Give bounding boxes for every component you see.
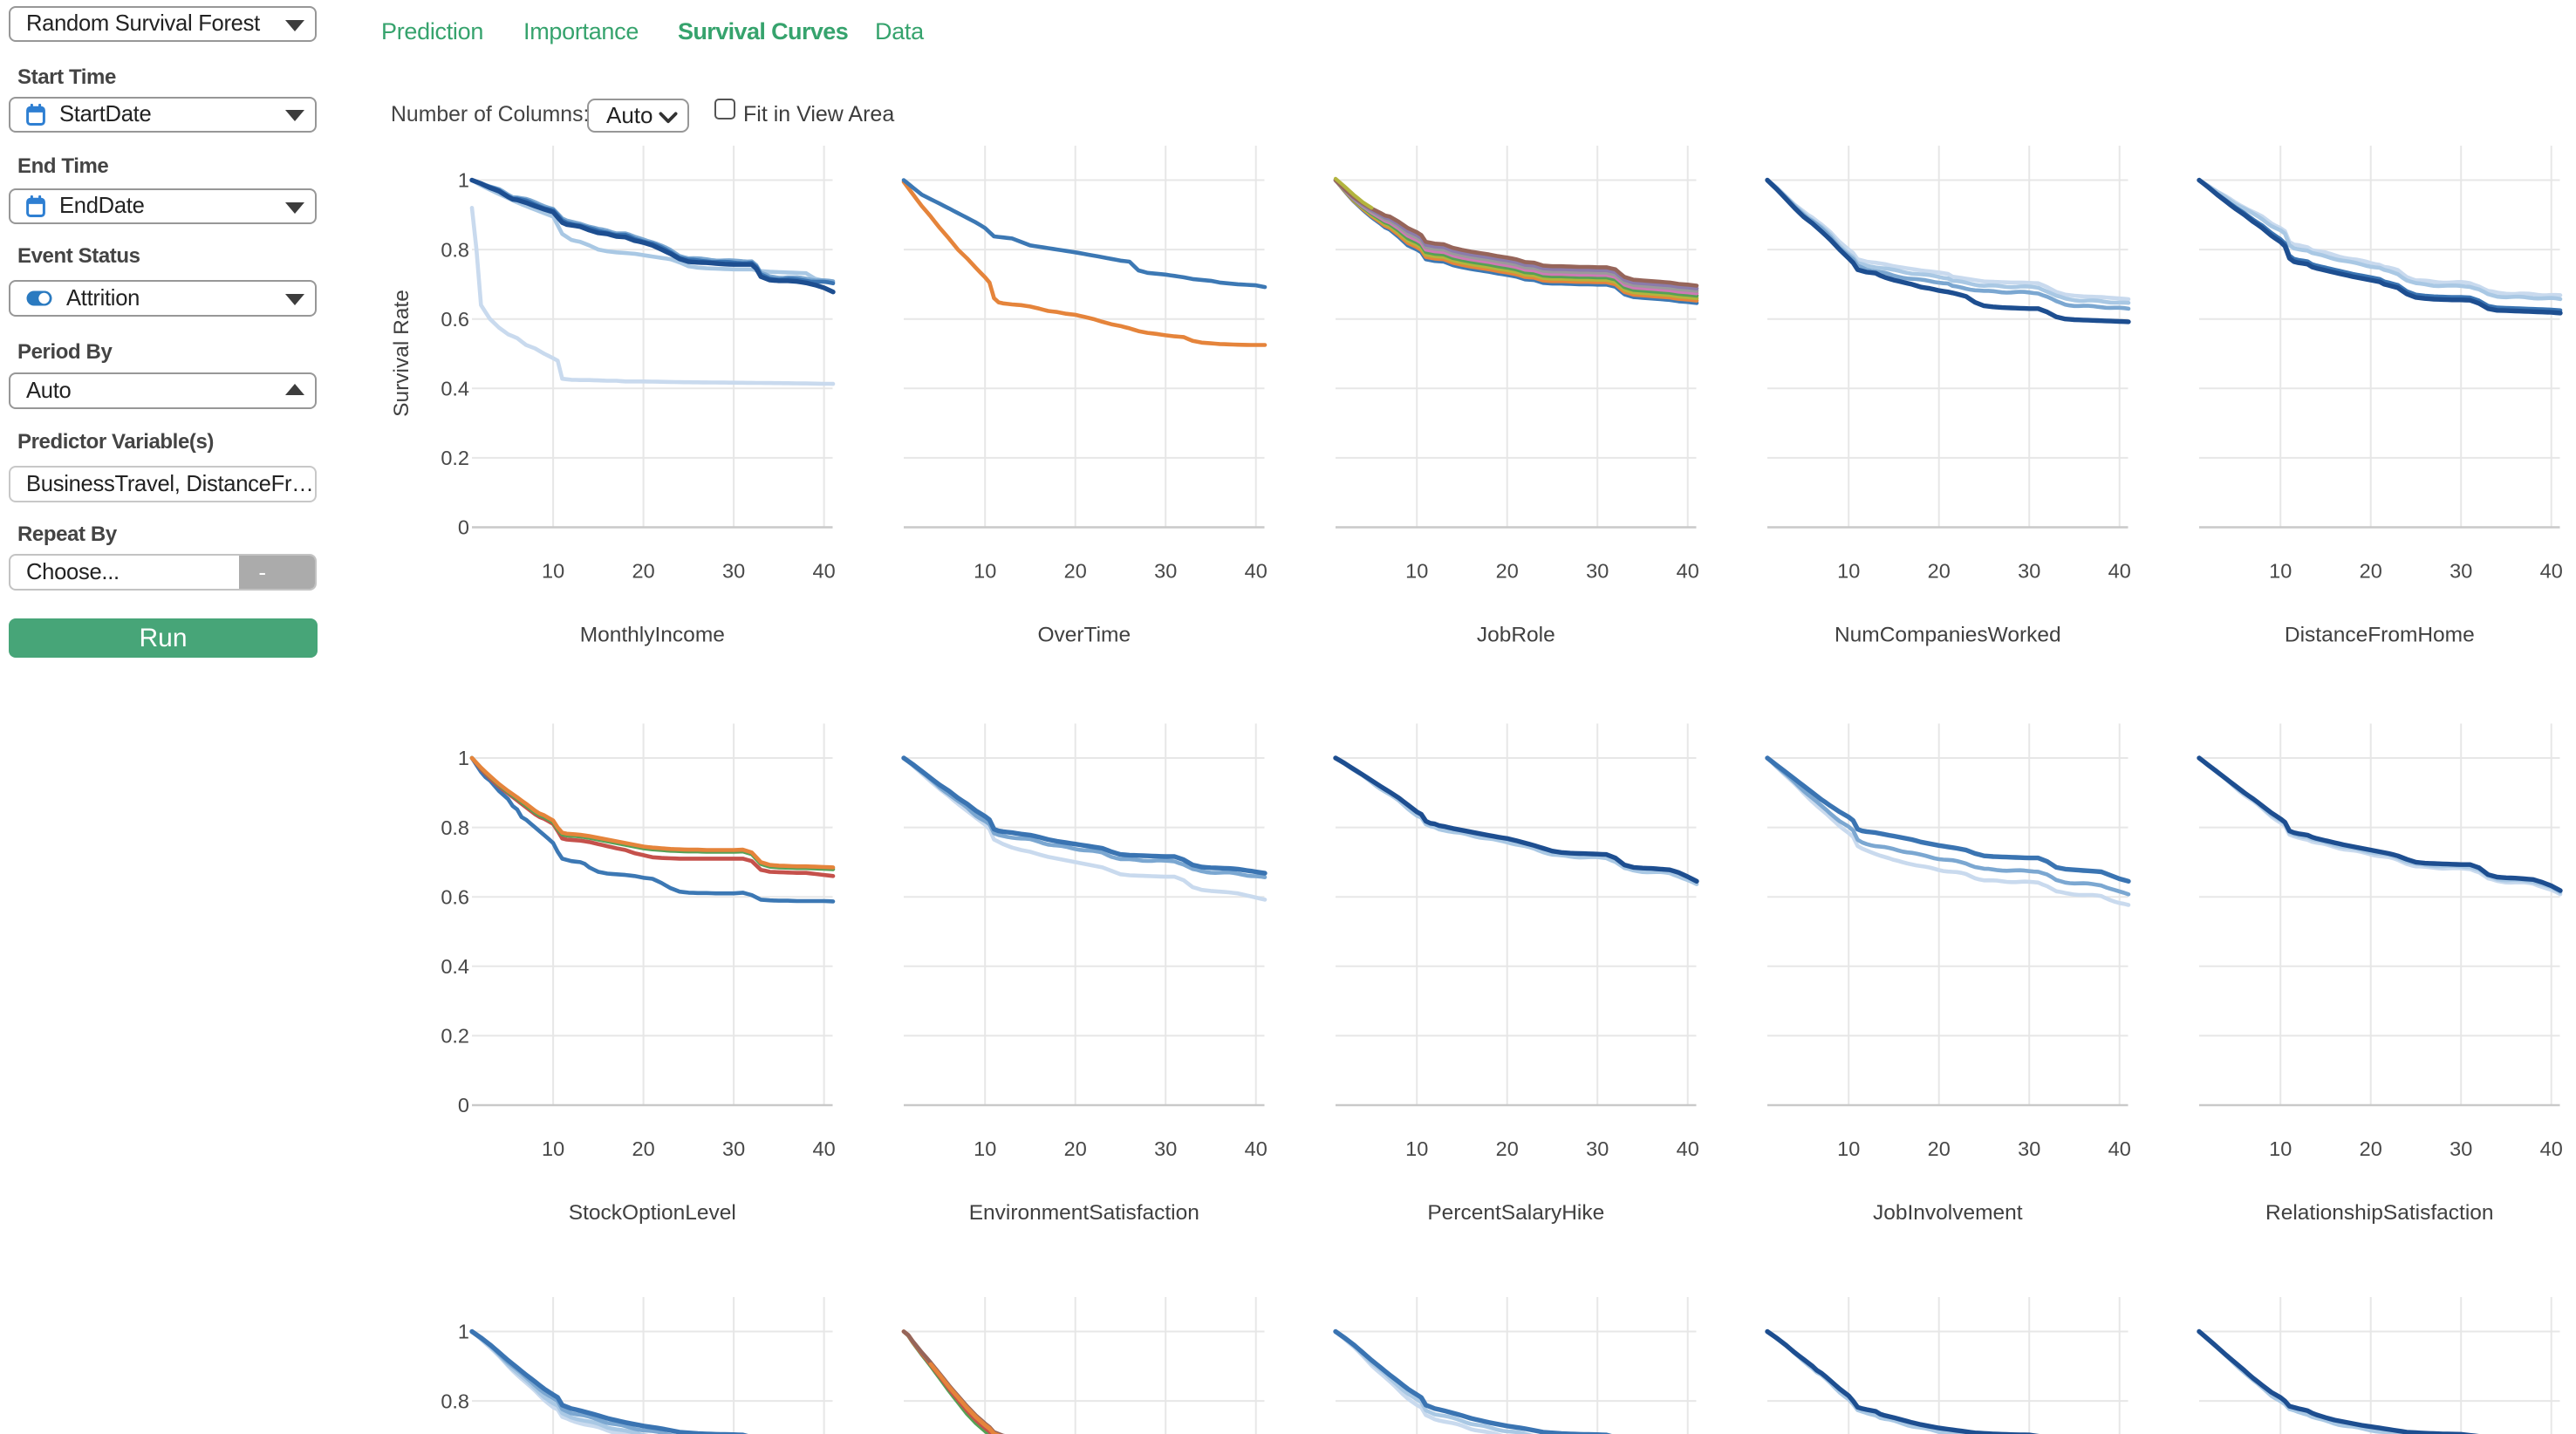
svg-text:20: 20 (632, 560, 655, 583)
svg-text:MonthlyIncome: MonthlyIncome (580, 624, 725, 647)
svg-text:30: 30 (2018, 1137, 2040, 1160)
svg-text:10: 10 (974, 560, 996, 583)
svg-text:1: 1 (458, 1321, 469, 1343)
svg-text:NumCompaniesWorked: NumCompaniesWorked (1835, 624, 2061, 647)
svg-text:0.8: 0.8 (441, 1390, 469, 1412)
svg-text:10: 10 (1405, 560, 1428, 583)
svg-text:0.2: 0.2 (441, 447, 469, 469)
svg-text:40: 40 (2540, 1137, 2563, 1160)
svg-text:JobRole: JobRole (1477, 624, 1555, 647)
svg-text:20: 20 (1496, 560, 1519, 583)
svg-text:10: 10 (1837, 1137, 1860, 1160)
svg-text:0.8: 0.8 (441, 238, 469, 261)
svg-text:40: 40 (2108, 1137, 2131, 1160)
svg-text:30: 30 (1154, 560, 1177, 583)
svg-text:30: 30 (722, 560, 745, 583)
svg-text:0: 0 (458, 1094, 469, 1116)
svg-text:20: 20 (1064, 560, 1087, 583)
svg-text:RelationshipSatisfaction: RelationshipSatisfaction (2265, 1201, 2494, 1225)
svg-text:10: 10 (1837, 560, 1860, 583)
svg-text:20: 20 (1928, 1137, 1951, 1160)
svg-text:0.4: 0.4 (441, 955, 469, 978)
svg-text:40: 40 (2108, 560, 2131, 583)
svg-text:20: 20 (1496, 1137, 1519, 1160)
svg-text:10: 10 (542, 1137, 564, 1160)
svg-text:30: 30 (2450, 1137, 2472, 1160)
svg-text:0: 0 (458, 516, 469, 539)
svg-text:PercentSalaryHike: PercentSalaryHike (1427, 1201, 1604, 1225)
svg-text:10: 10 (974, 1137, 996, 1160)
svg-text:Survival Rate: Survival Rate (390, 290, 413, 417)
svg-text:30: 30 (2018, 560, 2040, 583)
svg-text:20: 20 (1064, 1137, 1087, 1160)
svg-text:40: 40 (1677, 560, 1699, 583)
svg-text:30: 30 (1154, 1137, 1177, 1160)
svg-text:30: 30 (722, 1137, 745, 1160)
svg-text:1: 1 (458, 747, 469, 769)
svg-text:OverTime: OverTime (1037, 624, 1131, 647)
svg-text:30: 30 (1586, 1137, 1609, 1160)
svg-text:40: 40 (813, 1137, 836, 1160)
svg-text:40: 40 (1245, 560, 1268, 583)
svg-text:30: 30 (2450, 560, 2472, 583)
svg-text:20: 20 (2360, 560, 2382, 583)
svg-text:40: 40 (813, 560, 836, 583)
svg-text:10: 10 (2269, 1137, 2292, 1160)
svg-text:StockOptionLevel: StockOptionLevel (569, 1201, 736, 1225)
svg-text:10: 10 (2269, 560, 2292, 583)
svg-text:EnvironmentSatisfaction: EnvironmentSatisfaction (969, 1201, 1199, 1225)
svg-text:0.2: 0.2 (441, 1025, 469, 1048)
svg-text:DistanceFromHome: DistanceFromHome (2285, 624, 2475, 647)
svg-text:40: 40 (2540, 560, 2563, 583)
svg-text:JobInvolvement: JobInvolvement (1873, 1201, 2023, 1225)
svg-text:40: 40 (1245, 1137, 1268, 1160)
svg-text:0.8: 0.8 (441, 816, 469, 839)
svg-text:0.6: 0.6 (441, 885, 469, 908)
svg-text:20: 20 (632, 1137, 655, 1160)
svg-text:10: 10 (542, 560, 564, 583)
svg-text:1: 1 (458, 169, 469, 192)
svg-text:0.4: 0.4 (441, 378, 469, 400)
svg-text:30: 30 (1586, 560, 1609, 583)
svg-text:10: 10 (1405, 1137, 1428, 1160)
svg-text:0.6: 0.6 (441, 308, 469, 331)
svg-text:20: 20 (1928, 560, 1951, 583)
svg-text:40: 40 (1677, 1137, 1699, 1160)
svg-text:20: 20 (2360, 1137, 2382, 1160)
